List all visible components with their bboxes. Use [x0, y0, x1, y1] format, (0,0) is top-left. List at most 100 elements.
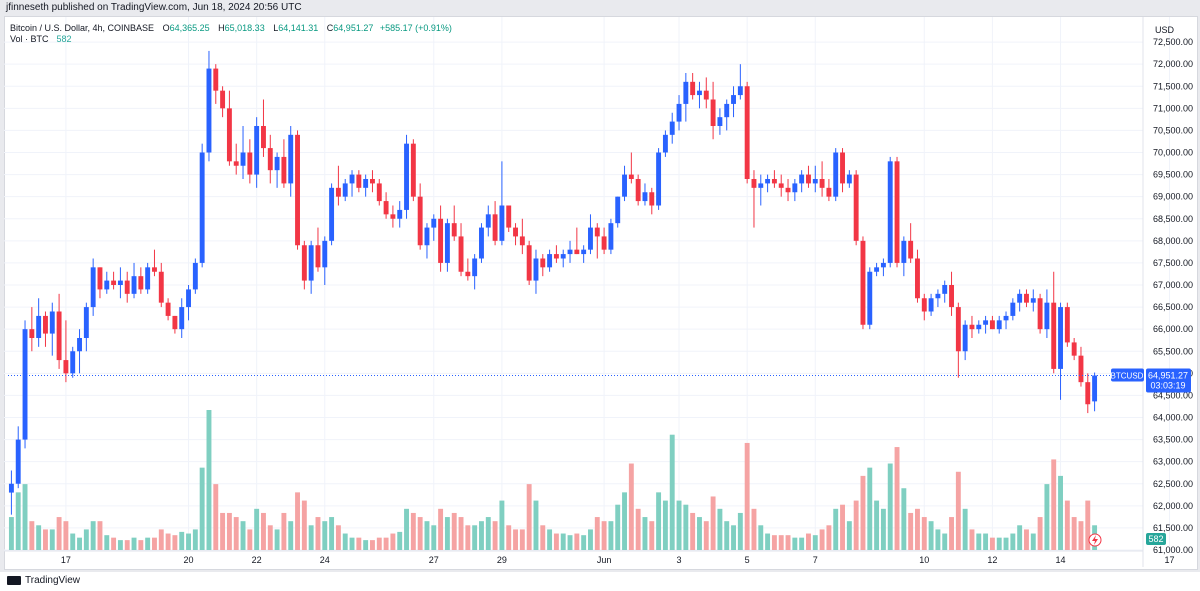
volume-bar — [976, 533, 982, 550]
candle-body — [506, 205, 512, 228]
candle-body — [77, 338, 82, 352]
candle-body — [390, 214, 396, 219]
candle-body — [901, 240, 907, 263]
candle-body — [104, 280, 110, 290]
volume-bar — [8, 517, 14, 550]
candle-body — [717, 117, 723, 126]
y-tick-label: 62,000.00 — [1153, 501, 1193, 511]
candle-body — [247, 152, 253, 175]
volume-bar — [683, 504, 689, 550]
candle-body — [601, 236, 607, 250]
volume-bar — [479, 521, 484, 550]
volume-bar — [819, 529, 825, 550]
volume-bar — [226, 512, 232, 550]
candle-body — [949, 285, 954, 308]
volume-bar — [438, 508, 444, 550]
candle-body — [935, 293, 941, 299]
candle-body — [758, 183, 764, 188]
candle-body — [410, 143, 416, 197]
candle-body — [404, 143, 409, 210]
volume-bar — [697, 517, 702, 550]
volume-bar — [1024, 529, 1029, 550]
candle-body — [158, 271, 164, 303]
volume-bar — [329, 517, 335, 550]
candle-body — [465, 271, 471, 277]
candle-body — [1085, 382, 1091, 405]
volume-bar — [254, 508, 260, 550]
tradingview-brand[interactable]: TradingView — [7, 575, 80, 586]
candle-body — [111, 280, 117, 285]
volume-bar — [901, 488, 907, 550]
volume-bar — [233, 517, 239, 550]
candle-body — [724, 103, 730, 118]
volume-bar — [199, 467, 205, 550]
x-tick-label: Jun — [597, 555, 612, 565]
candle-body — [186, 289, 191, 308]
volume-bar — [935, 529, 941, 550]
candle-body — [261, 126, 266, 149]
candle-body — [233, 161, 239, 166]
volume-bar — [656, 492, 662, 550]
candle-body — [397, 209, 403, 219]
candle-body — [765, 179, 771, 184]
volume-bar — [390, 533, 396, 550]
candle-body — [356, 174, 362, 188]
candle-body — [15, 439, 21, 484]
y-tick-label: 72,000.00 — [1153, 59, 1193, 69]
candle-body — [894, 161, 900, 263]
candle-body — [778, 183, 784, 188]
candle-body — [1078, 355, 1084, 383]
volume-bar — [724, 521, 730, 550]
volume-bar — [220, 512, 226, 550]
candle-body — [472, 258, 478, 277]
candle-body — [370, 179, 375, 184]
candle-body — [792, 183, 798, 193]
candle-body — [315, 245, 321, 268]
symbol-title: Bitcoin / U.S. Dollar, 4h, COINBASE — [10, 23, 155, 33]
candle-body — [267, 148, 273, 171]
candle-body — [1037, 298, 1043, 330]
candle-body — [819, 179, 825, 188]
countdown-label: 03:03:19 — [1150, 380, 1185, 390]
volume-bar — [594, 517, 600, 550]
volume-bar — [690, 512, 696, 550]
candle-body — [226, 108, 232, 162]
candle-body — [220, 90, 226, 109]
candle-body — [63, 360, 69, 374]
candle-body — [254, 126, 260, 175]
volume-bar — [43, 529, 48, 550]
grid-lines — [4, 17, 1171, 551]
candle-body — [8, 483, 14, 493]
candle-body — [97, 267, 103, 290]
candle-body — [145, 267, 151, 290]
volume-bar — [547, 529, 553, 550]
volume-bar — [962, 508, 968, 550]
volume-bar — [29, 521, 35, 550]
candle-body — [662, 134, 668, 153]
volume-bar — [240, 521, 246, 550]
candle-body — [274, 156, 280, 171]
volume-bar — [397, 531, 403, 550]
volume-bar — [322, 521, 328, 550]
volume-bar — [83, 529, 89, 550]
last-price-badge — [1146, 368, 1191, 393]
volume-bar — [744, 442, 750, 550]
candle-body — [615, 196, 621, 224]
candle-body — [846, 174, 852, 184]
x-tick-label: 5 — [745, 555, 750, 565]
volume-bar — [574, 533, 580, 550]
footer: TradingView — [0, 572, 1200, 591]
volume-bar — [989, 537, 995, 550]
volume-bar — [928, 521, 934, 550]
volume-bar — [267, 525, 273, 550]
volume-bar — [376, 537, 382, 550]
candle-body — [458, 236, 464, 272]
volume-bar — [908, 512, 914, 550]
time-axis: 172022242729Jun3571012141719 — [4, 550, 1175, 565]
volume-bar — [1085, 500, 1091, 550]
candle-body — [710, 99, 716, 126]
candle-body — [83, 307, 89, 338]
low-label: L64,141.31 — [273, 23, 319, 33]
